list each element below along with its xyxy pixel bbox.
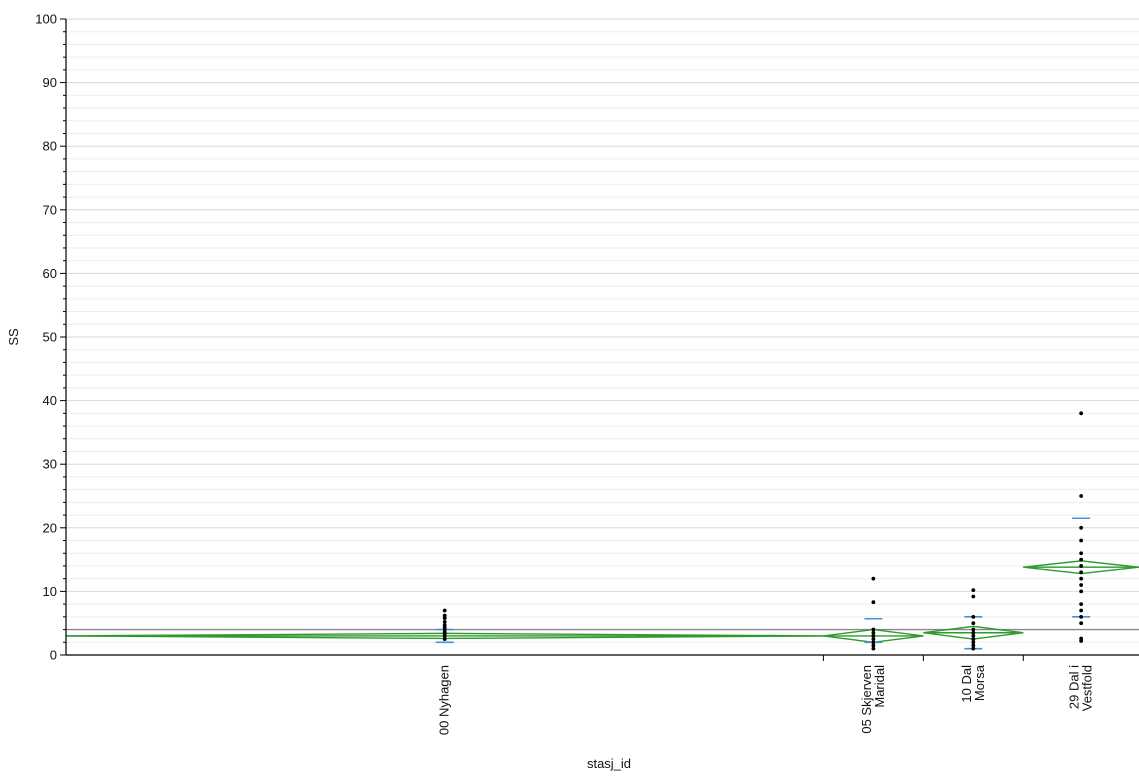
x-ticks: 00 Nyhagen 05 SkjervenMaridal 10 DalMorsa 2… bbox=[437, 655, 1095, 735]
y-tick-label: 10 bbox=[43, 584, 57, 599]
data-point bbox=[1079, 494, 1084, 498]
major-gridlines bbox=[66, 18, 1139, 656]
data-point bbox=[871, 646, 876, 651]
data-point bbox=[871, 643, 876, 648]
data-point bbox=[1079, 538, 1084, 543]
data-point bbox=[871, 576, 876, 581]
y-tick-label: 60 bbox=[43, 266, 57, 281]
x-tick-label-line: Maridal bbox=[872, 665, 887, 708]
x-tick-label-line: 10 Dal bbox=[959, 665, 974, 703]
x-tick-label: 29 Dal iVestfold bbox=[1067, 665, 1095, 711]
data-point bbox=[1079, 614, 1084, 619]
data-point bbox=[971, 643, 976, 648]
data-point bbox=[1079, 557, 1084, 562]
x-tick-label-line: Morsa bbox=[972, 664, 987, 701]
y-ticks: 0 10 20 30 40 50 60 70 80 90 100 bbox=[35, 12, 66, 663]
data-point bbox=[1079, 583, 1084, 587]
x-tick-label: 10 DalMorsa bbox=[959, 664, 987, 702]
data-point bbox=[971, 588, 976, 593]
data-point bbox=[442, 623, 447, 628]
y-tick-label: 0 bbox=[50, 648, 57, 663]
data-point bbox=[871, 640, 876, 645]
data-point bbox=[971, 646, 976, 651]
x-tick-label-line: 29 Dal i bbox=[1067, 665, 1082, 709]
data-point bbox=[442, 613, 447, 618]
data-point bbox=[1079, 602, 1084, 607]
data-point bbox=[871, 637, 876, 641]
data-point bbox=[1079, 525, 1084, 530]
data-point bbox=[442, 620, 447, 624]
data-point bbox=[971, 614, 976, 619]
data-point bbox=[971, 621, 976, 626]
data-point bbox=[1079, 564, 1084, 568]
data-point bbox=[971, 627, 976, 632]
data-point bbox=[871, 600, 876, 605]
x-axis-label: stasj_id bbox=[587, 756, 631, 771]
data-point bbox=[871, 627, 876, 632]
data-point bbox=[971, 637, 976, 641]
y-axis-label: SS bbox=[6, 328, 21, 346]
data-point bbox=[971, 640, 976, 645]
data-point bbox=[442, 637, 447, 641]
y-tick-label: 90 bbox=[43, 75, 57, 90]
y-tick-label: 50 bbox=[43, 330, 57, 345]
y-tick-label: 100 bbox=[35, 12, 57, 27]
data-point bbox=[1079, 551, 1084, 556]
data-point bbox=[971, 630, 976, 635]
y-tick-label: 30 bbox=[43, 457, 57, 472]
data-point bbox=[1079, 608, 1084, 613]
y-tick-label: 70 bbox=[43, 202, 57, 217]
y-tick-label: 20 bbox=[43, 520, 57, 535]
data-point bbox=[971, 594, 976, 599]
data-point bbox=[871, 630, 876, 635]
data-point bbox=[1079, 589, 1084, 594]
x-tick-label-line: Vestfold bbox=[1080, 665, 1095, 711]
x-tick-label-line: 05 Skjerven bbox=[859, 665, 874, 734]
y-tick-label: 80 bbox=[43, 139, 57, 154]
y-tick-label: 40 bbox=[43, 393, 57, 408]
data-point bbox=[1079, 621, 1084, 626]
data-point bbox=[871, 634, 876, 638]
data-point bbox=[1079, 636, 1084, 641]
minor-gridlines bbox=[66, 31, 1139, 643]
means-diamond bbox=[1023, 560, 1139, 575]
data-point bbox=[1079, 411, 1084, 416]
data-points bbox=[442, 411, 1084, 651]
data-point bbox=[442, 608, 447, 613]
x-tick-label-line: 00 Nyhagen bbox=[437, 665, 452, 735]
data-point bbox=[1079, 570, 1084, 575]
x-tick-label: 00 Nyhagen bbox=[437, 665, 452, 735]
data-point bbox=[1079, 576, 1084, 581]
x-tick-label: 05 SkjervenMaridal bbox=[859, 665, 887, 734]
data-point bbox=[971, 634, 976, 638]
